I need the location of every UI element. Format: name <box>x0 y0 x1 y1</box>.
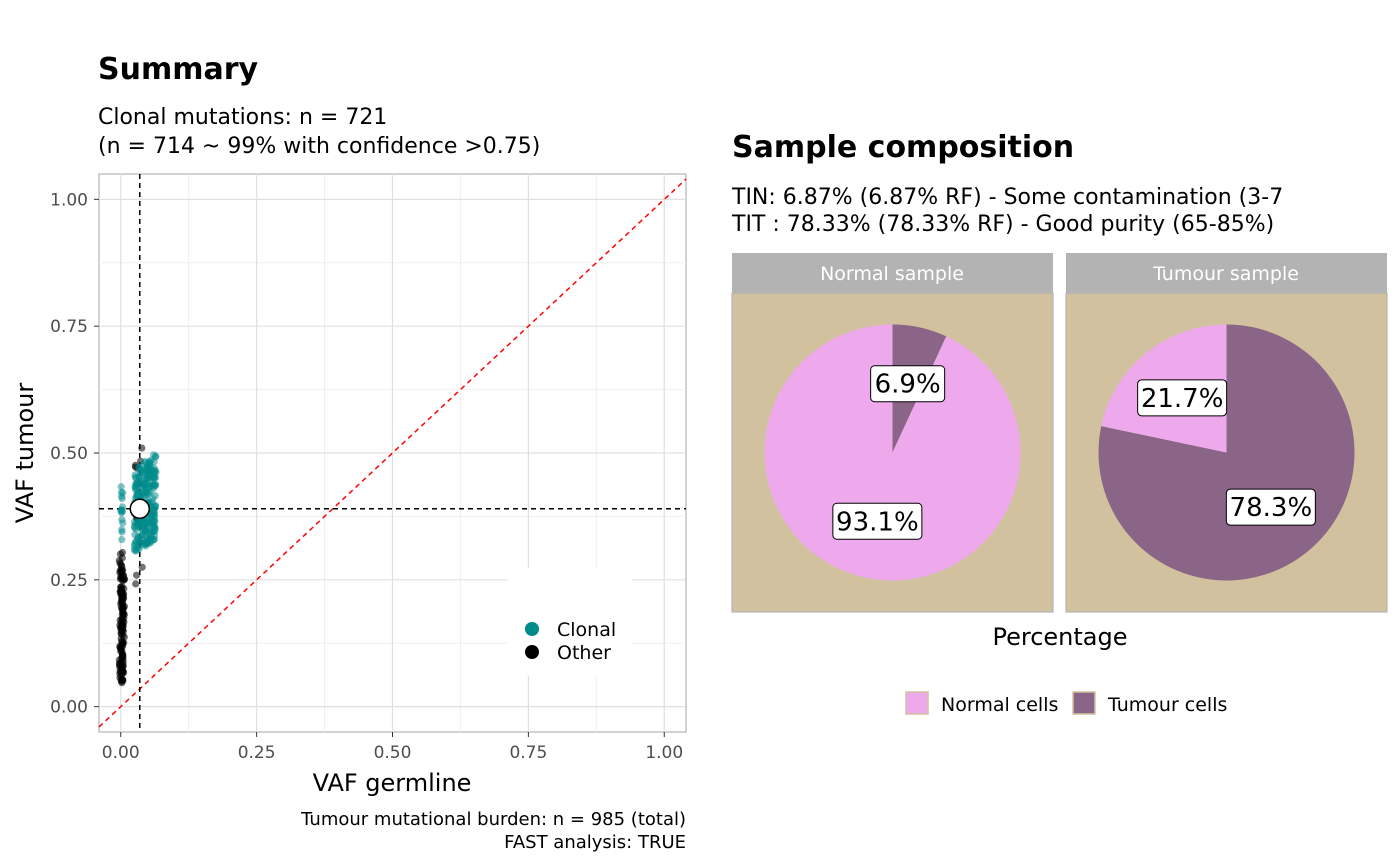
x-tick-label: 0.75 <box>509 743 547 763</box>
point-clonal <box>143 518 151 526</box>
pie-label-box <box>870 365 946 403</box>
point-clonal <box>151 528 159 536</box>
legend-tumour-cells-key <box>1072 691 1096 715</box>
point-clonal <box>139 465 147 473</box>
composition-xlabel: Percentage <box>992 623 1127 651</box>
legend-clonal-label: Clonal <box>557 619 616 641</box>
pie-slice-normal-cells <box>764 324 1021 581</box>
point-clonal <box>139 528 147 536</box>
y-tick-label: 0.50 <box>50 444 88 464</box>
point-clonal <box>151 466 159 475</box>
point-clonal <box>117 492 126 501</box>
pie-tumour-sample: 78.3% 21.7% <box>1098 324 1355 581</box>
scatter-xlabel: VAF germline <box>313 769 472 797</box>
composition-legend: Normal cells Tumour cells <box>905 691 1227 716</box>
y-tick-label: 1.00 <box>50 190 88 210</box>
point-other <box>115 662 124 670</box>
point-other <box>138 563 146 571</box>
diagonal-reference-line <box>98 178 687 728</box>
caption-line1: Tumour mutational burden: n = 985 (total… <box>300 809 686 830</box>
scatter-reference-lines <box>98 174 687 732</box>
point-other <box>117 574 126 582</box>
facet-strip-normal <box>732 253 1053 293</box>
point-clonal <box>135 473 143 482</box>
legend-tumour-cells-label: Tumour cells <box>1107 694 1227 716</box>
centroid-marker <box>129 498 151 520</box>
point-other <box>118 650 127 658</box>
point-other <box>120 633 128 641</box>
point-clonal <box>117 483 125 491</box>
composition-subtitle-line1: TIN: 6.87% (6.87% RF) - Some contaminati… <box>731 185 1283 210</box>
composition-title: Sample composition <box>732 130 1074 165</box>
legend-other-key <box>525 645 539 659</box>
legend-other-label: Other <box>557 642 611 664</box>
scatter-plot: 0.00 0.25 0.50 0.75 1.00 0.00 0.25 0.50 0.75 1.00 <box>50 173 687 763</box>
x-tick-label: 0.50 <box>374 743 412 763</box>
point-other <box>132 580 140 588</box>
facet-normal-sample: Normal sample 6.9% 93.1% <box>731 253 1054 613</box>
point-other <box>117 678 126 686</box>
point-clonal <box>134 522 142 530</box>
point-other <box>115 656 123 664</box>
scatter-axes: 0.00 0.25 0.50 0.75 1.00 0.00 0.25 0.50 0.75 1.00 <box>50 190 683 763</box>
point-clonal <box>118 528 126 536</box>
point-clonal <box>146 472 155 480</box>
point-clonal <box>133 546 141 554</box>
caption-line2: FAST analysis: TRUE <box>504 832 686 853</box>
point-clonal <box>145 536 153 544</box>
point-other <box>118 606 126 614</box>
point-clonal <box>117 509 126 517</box>
point-clonal <box>118 536 126 544</box>
composition-subtitle-line2: TIT : 78.33% (78.33% RF) - Good purity (… <box>731 212 1274 237</box>
facet-strip-normal-label: Normal sample <box>820 263 964 285</box>
legend-clonal-key <box>525 622 539 636</box>
point-clonal <box>134 532 142 541</box>
facet-tumour-sample: Tumour sample 78.3% 21.7% <box>1065 253 1388 613</box>
point-clonal <box>151 453 160 461</box>
scatter-legend: Clonal Other <box>508 568 632 676</box>
facet-strip-tumour <box>1066 253 1387 293</box>
point-other <box>116 643 124 651</box>
pie-slice-label: 21.7% <box>1141 384 1224 414</box>
point-other <box>119 622 127 630</box>
point-other <box>116 559 124 567</box>
summary-subtitle-line1: Clonal mutations: n = 721 <box>98 105 387 130</box>
point-clonal <box>146 459 154 467</box>
summary-subtitle-line2: (n = 714 ~ 99% with confidence >0.75) <box>98 134 540 159</box>
y-tick-label: 0.00 <box>50 698 88 718</box>
pie-slice-label: 93.1% <box>836 507 919 537</box>
point-other <box>117 668 125 676</box>
legend-normal-cells-key <box>905 691 929 715</box>
pie-normal-sample: 6.9% 93.1% <box>764 324 1021 581</box>
pie-label-box <box>1225 488 1316 526</box>
legend-normal-cells-label: Normal cells <box>941 694 1058 716</box>
x-tick-label: 1.00 <box>645 743 683 763</box>
point-clonal <box>146 482 154 491</box>
point-other <box>138 444 146 452</box>
scatter-ylabel: VAF tumour <box>11 383 39 524</box>
point-other <box>118 594 126 603</box>
x-tick-label: 0.25 <box>238 743 276 763</box>
point-other <box>120 585 128 593</box>
point-clonal <box>148 497 156 506</box>
point-clonal <box>150 509 158 517</box>
pie-slice-label: 78.3% <box>1230 493 1313 523</box>
pie-label-box <box>1137 379 1228 417</box>
point-other <box>118 615 126 623</box>
point-clonal <box>132 479 140 488</box>
summary-title: Summary <box>98 52 259 87</box>
point-clonal <box>119 519 127 527</box>
facet-strip-tumour-label: Tumour sample <box>1152 263 1299 285</box>
y-tick-label: 0.25 <box>50 571 88 591</box>
x-tick-label: 0.00 <box>102 743 140 763</box>
y-tick-label: 0.75 <box>50 317 88 337</box>
point-clonal <box>118 503 127 511</box>
pie-slice-label: 6.9% <box>875 370 941 400</box>
scatter-points <box>115 444 160 687</box>
pie-label-box <box>832 502 923 540</box>
point-other <box>132 571 141 579</box>
